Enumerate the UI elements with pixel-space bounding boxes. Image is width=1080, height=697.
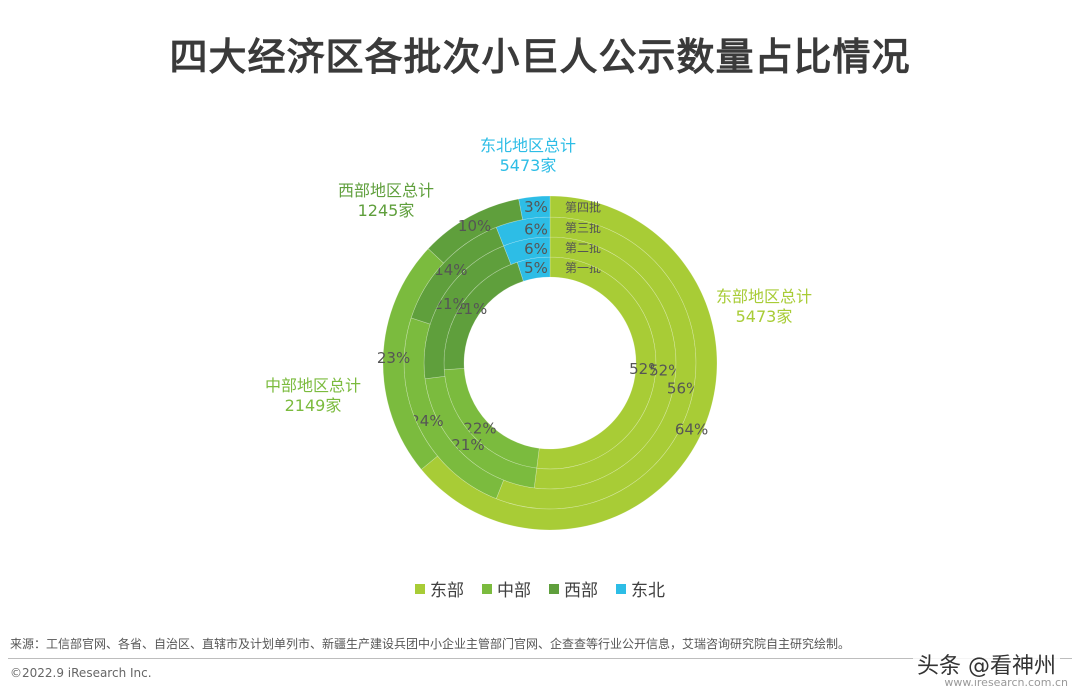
value-label-central-batch-2: 21% bbox=[451, 436, 484, 454]
east-total-label: 东部地区总计 5473家 bbox=[704, 287, 824, 327]
legend: 东部 中部 西部 东北 bbox=[0, 576, 1080, 601]
value-label-east-batch-1: 52% bbox=[629, 360, 662, 378]
slice-northeast-batch-1 bbox=[516, 256, 551, 282]
value-label-east-batch-3: 56% bbox=[667, 379, 700, 397]
value-label-west-batch-4: 10% bbox=[458, 217, 491, 235]
value-label-northeast-batch-1: 5% bbox=[524, 259, 548, 277]
central-total-label: 中部地区总计 2149家 bbox=[253, 376, 373, 416]
slice-northeast-batch-4 bbox=[518, 195, 551, 220]
legend-swatch-central bbox=[482, 583, 492, 594]
legend-swatch-west bbox=[549, 583, 559, 594]
slice-northeast-batch-2 bbox=[503, 236, 551, 265]
source-note: 来源：工信部官网、各省、自治区、直辖市及计划单列市、新疆生产建设兵团中小企业主管… bbox=[10, 637, 851, 651]
northeast-total-label: 东北地区总计 5473家 bbox=[468, 136, 588, 176]
value-label-northeast-batch-3: 6% bbox=[524, 220, 548, 238]
value-label-central-batch-1: 22% bbox=[463, 420, 496, 438]
value-label-central-batch-3: 24% bbox=[410, 412, 443, 430]
legend-swatch-east bbox=[415, 583, 425, 594]
legend-swatch-northeast bbox=[616, 583, 626, 594]
west-total-label: 西部地区总计 1245家 bbox=[326, 181, 446, 221]
slice-west-batch-4 bbox=[427, 198, 523, 264]
slice-east-batch-2 bbox=[533, 236, 677, 490]
legend-label-northeast: 东北 bbox=[631, 581, 665, 601]
slice-central-batch-4 bbox=[382, 248, 444, 470]
slice-east-batch-4 bbox=[420, 195, 718, 531]
slice-west-batch-2 bbox=[423, 245, 512, 380]
legend-item-central: 中部 bbox=[482, 576, 531, 601]
west-total-value: 1245家 bbox=[357, 201, 415, 220]
east-total-value: 5473家 bbox=[735, 307, 793, 326]
value-label-west-batch-3: 14% bbox=[434, 261, 467, 279]
slice-northeast-batch-3 bbox=[495, 216, 551, 247]
value-label-east-batch-2: 52% bbox=[649, 361, 682, 379]
legend-item-northeast: 东北 bbox=[616, 576, 665, 601]
legend-label-east: 东部 bbox=[430, 581, 464, 601]
central-total-title: 中部地区总计 bbox=[264, 376, 361, 395]
northeast-total-value: 5473家 bbox=[499, 156, 557, 175]
value-label-northeast-batch-2: 6% bbox=[524, 240, 548, 258]
chart-title: 四大经济区各批次小巨人公示数量占比情况 bbox=[169, 35, 911, 79]
value-label-west-batch-1: 21% bbox=[454, 300, 487, 318]
value-label-west-batch-2: 21% bbox=[433, 295, 466, 313]
west-total-title: 西部地区总计 bbox=[337, 181, 434, 200]
slice-west-batch-3 bbox=[410, 226, 505, 325]
slice-east-batch-3 bbox=[495, 216, 697, 510]
slice-central-batch-3 bbox=[403, 317, 505, 500]
value-label-east-batch-4: 64% bbox=[675, 421, 708, 439]
value-label-central-batch-4: 23% bbox=[377, 349, 410, 367]
value-label-northeast-batch-4: 3% bbox=[524, 198, 548, 216]
footer-divider bbox=[8, 658, 1072, 659]
east-total-title: 东部地区总计 bbox=[715, 287, 812, 306]
legend-label-west: 西部 bbox=[564, 581, 598, 601]
northeast-total-title: 东北地区总计 bbox=[479, 136, 576, 155]
legend-item-west: 西部 bbox=[549, 576, 598, 601]
batch-label-4: 第四批 bbox=[565, 200, 601, 215]
legend-label-central: 中部 bbox=[497, 581, 531, 601]
batch-label-3: 第三批 bbox=[565, 220, 601, 235]
watermark: 头条 @看神州 bbox=[913, 648, 1060, 680]
copyright: ©2022.9 iResearch Inc. bbox=[10, 666, 152, 680]
legend-item-east: 东部 bbox=[415, 576, 464, 601]
central-total-value: 2149家 bbox=[284, 396, 342, 415]
